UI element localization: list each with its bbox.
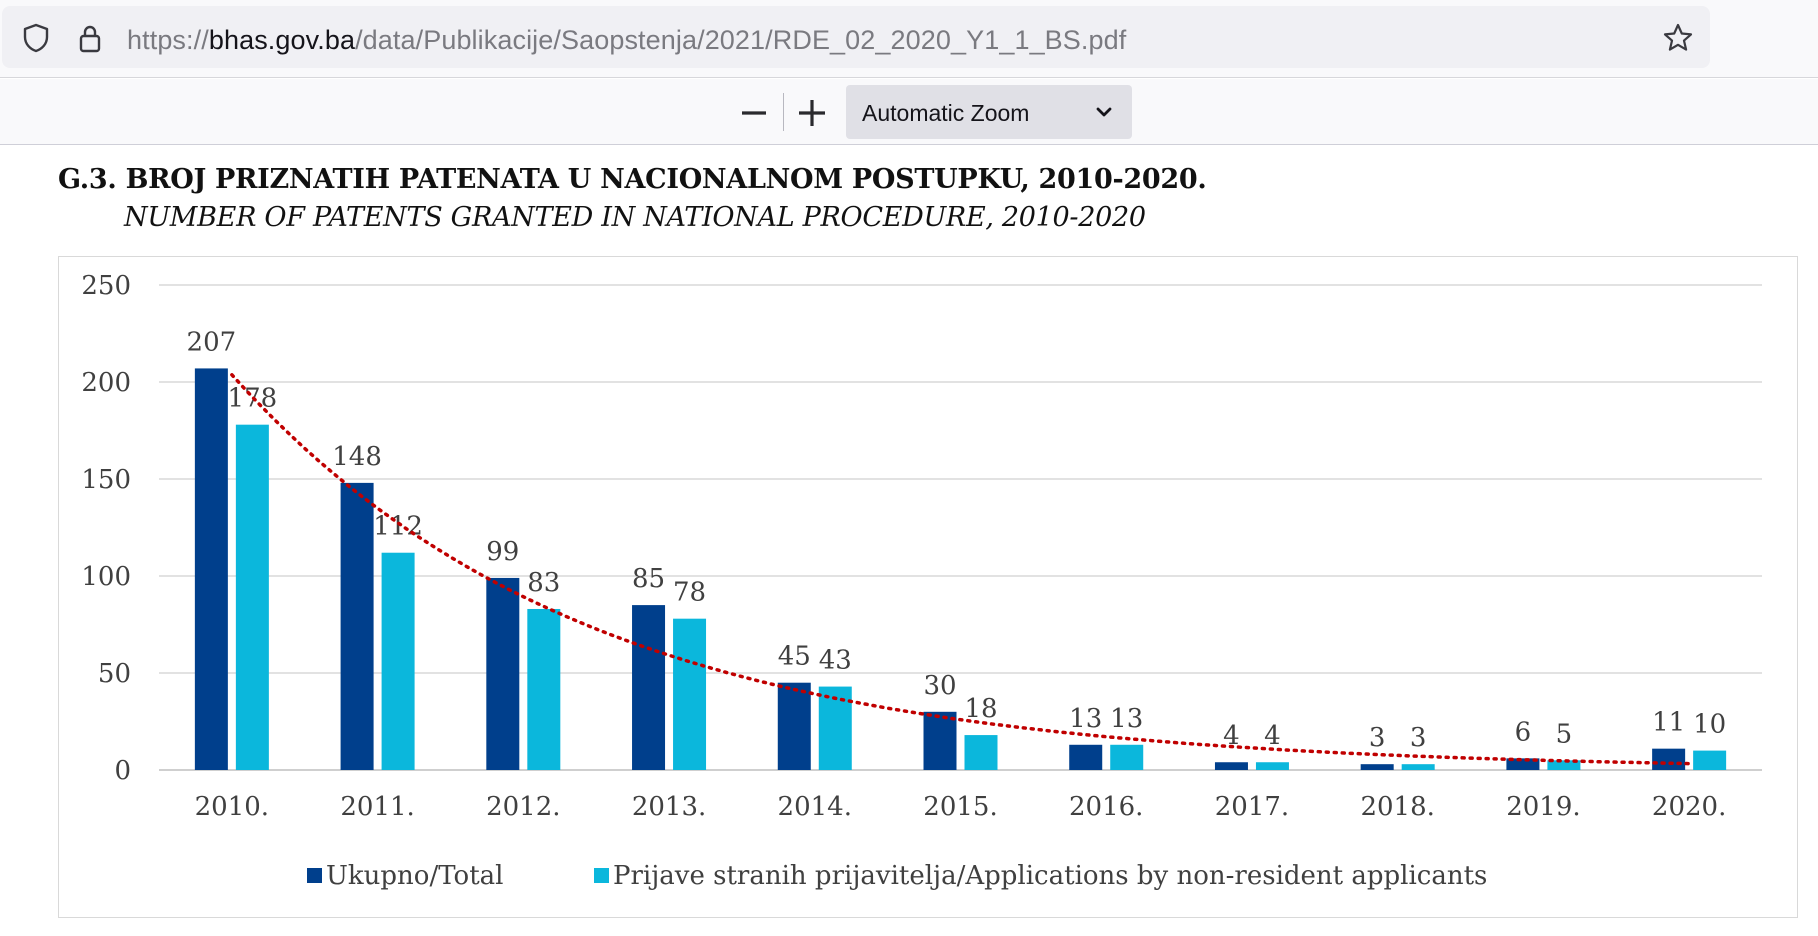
zoom-out-icon[interactable]	[732, 91, 776, 135]
bookmark-star-icon[interactable]	[1662, 22, 1694, 54]
data-label: 85	[632, 564, 665, 594]
data-label: 4	[1223, 721, 1240, 751]
data-label: 3	[1369, 723, 1386, 753]
x-tick-label: 2020.	[1652, 792, 1726, 822]
bar-total	[777, 682, 811, 770]
bar-total	[1360, 764, 1394, 770]
y-tick-label: 0	[114, 756, 131, 786]
chevron-down-icon	[1096, 107, 1112, 117]
data-label: 207	[187, 327, 237, 357]
bar-total	[1506, 758, 1540, 770]
x-tick-label: 2016.	[1069, 792, 1143, 822]
bar-total	[1652, 748, 1686, 770]
chart-title-bosnian: G.3. BROJ PRIZNATIH PATENATA U NACIONALN…	[58, 164, 1207, 195]
bar-non-resident	[1401, 764, 1435, 770]
data-label: 83	[527, 568, 560, 598]
shield-icon[interactable]	[20, 22, 52, 54]
legend-swatch-total	[307, 868, 322, 883]
legend-swatch-non-resident	[594, 868, 609, 883]
bar-total	[1214, 762, 1248, 770]
url-text[interactable]: https://bhas.gov.ba/data/Publikacije/Sao…	[127, 25, 1126, 56]
x-tick-label: 2014.	[778, 792, 852, 822]
browser-toolbar: https://bhas.gov.ba/data/Publikacije/Sao…	[0, 0, 1818, 78]
bar-total	[486, 577, 520, 770]
data-label: 13	[1069, 704, 1102, 734]
x-tick-label: 2012.	[486, 792, 560, 822]
y-tick-label: 100	[81, 562, 131, 592]
data-label: 112	[373, 512, 423, 542]
y-tick-label: 250	[81, 271, 131, 301]
bar-chart: 0501001502002502071782010.1481122011.998…	[81, 271, 1762, 891]
data-label: 13	[1110, 704, 1143, 734]
data-label: 18	[964, 694, 997, 724]
bar-non-resident	[381, 552, 415, 770]
chart-frame: 0 50 100 150 200 250 207 178 2010. 148 112 2011. 99 8…	[58, 256, 1798, 918]
bar-non-resident	[673, 618, 707, 770]
pdf-page: G.3. BROJ PRIZNATIH PATENATA U NACIONALN…	[0, 146, 1818, 936]
zoom-select[interactable]: Automatic Zoom	[846, 85, 1132, 139]
data-label: 5	[1556, 719, 1573, 749]
bar-non-resident	[527, 608, 561, 770]
data-label: 6	[1515, 717, 1532, 747]
data-label: 99	[486, 537, 519, 567]
bar-total	[194, 368, 228, 770]
url-path: /data/Publikacije/Saopstenja/2021/RDE_02…	[355, 25, 1127, 55]
x-tick-label: 2011.	[340, 792, 414, 822]
url-domain: bhas.gov.ba	[208, 25, 356, 55]
zoom-select-label: Automatic Zoom	[862, 100, 1030, 126]
bar-total	[1069, 744, 1103, 770]
x-tick-label: 2015.	[923, 792, 997, 822]
chart-title-english: NUMBER OF PATENTS GRANTED IN NATIONAL PR…	[124, 202, 1146, 233]
bar-total	[632, 605, 666, 770]
trendline-total	[230, 373, 1691, 766]
x-tick-label: 2018.	[1360, 792, 1434, 822]
data-label: 45	[778, 642, 811, 672]
bar-non-resident	[1255, 762, 1289, 770]
url-scheme: https://	[127, 25, 209, 55]
url-bar[interactable]: https://bhas.gov.ba/data/Publikacije/Sao…	[2, 6, 1710, 68]
data-label: 148	[332, 442, 382, 472]
data-label: 11	[1652, 708, 1685, 738]
pdf-toolbar: Automatic Zoom	[0, 79, 1818, 145]
data-label: 3	[1410, 723, 1427, 753]
legend-label-non-resident: Prijave stranih prijavitelja/Application…	[613, 861, 1487, 891]
data-label: 10	[1693, 710, 1726, 740]
y-tick-label: 150	[81, 465, 131, 495]
data-label: 78	[673, 578, 706, 608]
x-tick-label: 2013.	[632, 792, 706, 822]
bar-non-resident	[1110, 744, 1144, 770]
toolbar-separator	[783, 93, 784, 131]
data-label: 30	[923, 671, 956, 701]
zoom-in-icon[interactable]	[790, 91, 834, 135]
y-tick-label: 200	[81, 368, 131, 398]
bar-non-resident	[1547, 760, 1581, 770]
legend-label-total: Ukupno/Total	[326, 861, 503, 891]
data-label: 4	[1264, 721, 1281, 751]
bar-non-resident	[1693, 750, 1727, 770]
lock-icon[interactable]	[74, 22, 106, 54]
x-tick-label: 2010.	[195, 792, 269, 822]
bar-non-resident	[235, 424, 269, 770]
bar-non-resident	[818, 686, 852, 770]
y-tick-label: 50	[98, 659, 131, 689]
x-tick-label: 2019.	[1506, 792, 1580, 822]
data-label: 43	[819, 646, 852, 676]
bar-total	[923, 711, 957, 770]
bar-total	[340, 482, 374, 770]
x-tick-label: 2017.	[1215, 792, 1289, 822]
bar-non-resident	[964, 735, 998, 770]
